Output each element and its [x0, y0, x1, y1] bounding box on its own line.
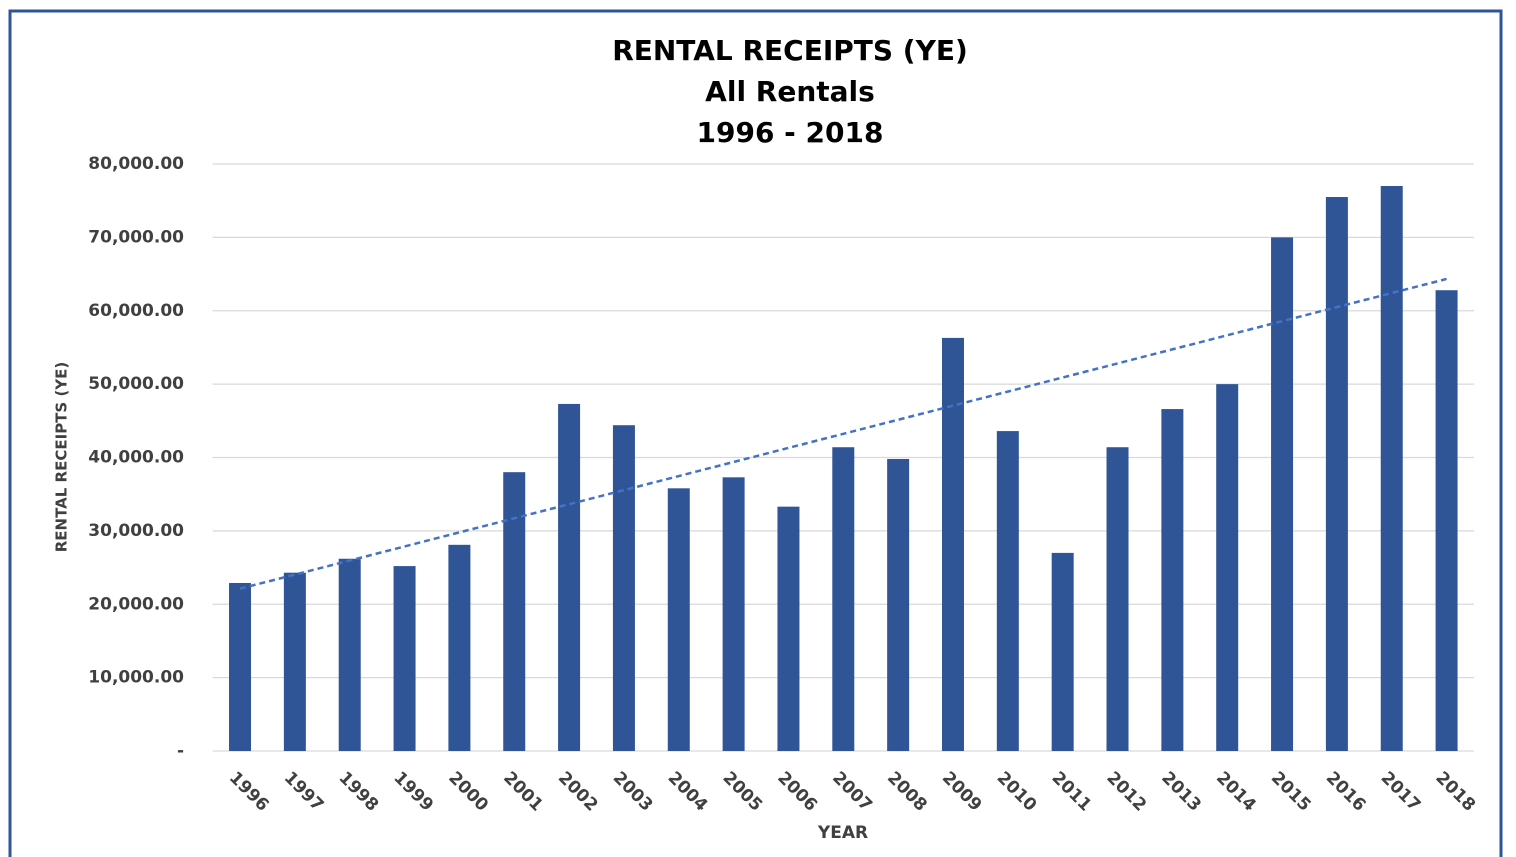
y-tick-label: 60,000.00: [88, 301, 184, 321]
bar: [1161, 409, 1184, 751]
y-tick-label: 80,000.00: [88, 154, 184, 174]
bar: [503, 472, 526, 751]
bar: [338, 558, 361, 751]
bar: [229, 582, 252, 751]
bar: [393, 566, 416, 751]
bar: [1271, 237, 1294, 751]
bar: [777, 506, 800, 751]
chart-frame: [8, 9, 1503, 857]
bar: [283, 572, 306, 751]
bar: [1216, 384, 1239, 751]
y-tick-label: 40,000.00: [88, 448, 184, 468]
y-axis-title: RENTAL RECEIPTS (YE): [53, 362, 71, 553]
trendline: [239, 277, 1447, 590]
chart-title: 1996 - 2018: [697, 116, 884, 149]
bar: [448, 544, 471, 751]
x-axis-title: YEAR: [817, 823, 868, 843]
bar: [996, 431, 1019, 751]
chart-title: RENTAL RECEIPTS (YE): [612, 34, 968, 67]
y-tick-label: 10,000.00: [88, 668, 184, 688]
bar: [1380, 186, 1403, 751]
bar: [612, 425, 635, 751]
bar: [1051, 552, 1074, 751]
bar: [1435, 290, 1458, 751]
chart-title: All Rentals: [705, 75, 875, 108]
y-tick-label: 20,000.00: [88, 594, 184, 614]
y-tick-label: 70,000.00: [88, 227, 184, 247]
bar: [1325, 197, 1348, 752]
bar: [887, 458, 910, 751]
y-tick-label: 30,000.00: [88, 521, 184, 541]
bar: [832, 447, 855, 751]
y-tick-label: 50,000.00: [88, 374, 184, 394]
bar: [558, 403, 581, 751]
bar: [667, 488, 690, 751]
bar: [941, 337, 964, 751]
y-tick-label: -: [177, 741, 184, 761]
bar: [722, 477, 745, 751]
bar: [1106, 447, 1129, 751]
